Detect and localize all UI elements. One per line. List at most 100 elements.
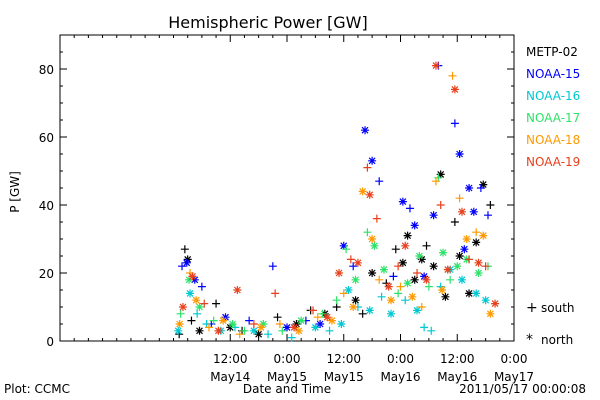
south-point — [309, 306, 318, 315]
south-point — [394, 262, 403, 271]
north-point — [429, 262, 438, 271]
x-tick-date-label: May16 — [380, 370, 420, 384]
north-point — [256, 323, 265, 332]
north-point — [221, 313, 230, 322]
north-point — [486, 309, 495, 318]
north-point — [398, 197, 407, 206]
data-points — [174, 61, 500, 342]
north-point — [190, 275, 199, 284]
north-point — [384, 282, 393, 291]
north-point — [457, 207, 466, 216]
south-point — [240, 326, 249, 335]
x-tick-date-label: May15 — [324, 370, 364, 384]
south-point — [339, 289, 348, 298]
y-axis-label: P [GW] — [8, 171, 22, 213]
south-point — [271, 289, 280, 298]
north-point — [408, 292, 417, 301]
plot-axes: 0 20 40 60 80 12:00 May14 0:00 May15 12:00 May15 0:… — [39, 34, 534, 384]
north-point — [370, 241, 379, 250]
south-point — [363, 163, 372, 172]
north-point — [297, 316, 306, 325]
north-point — [469, 207, 478, 216]
south-point — [313, 313, 322, 322]
south-point — [446, 275, 455, 284]
north-point — [403, 279, 412, 288]
north-point — [178, 303, 187, 311]
north-point — [316, 320, 325, 328]
north-point — [443, 265, 452, 274]
north-point — [195, 326, 204, 335]
south-point — [268, 262, 277, 271]
north-point — [337, 320, 346, 328]
north-point — [474, 258, 483, 267]
south-point — [483, 211, 492, 220]
north-point — [460, 245, 469, 254]
north-point — [188, 272, 197, 281]
south-point — [187, 316, 196, 325]
x-tick-time-label: 12:00 — [326, 352, 361, 366]
north-point — [183, 255, 192, 264]
north-marker-label: north — [541, 333, 573, 347]
north-point — [344, 286, 353, 294]
south-point — [427, 326, 436, 335]
north-point — [398, 258, 407, 267]
south-point — [346, 255, 355, 264]
legend-entry: NOAA-18 — [526, 133, 580, 147]
south-point — [417, 303, 426, 311]
south-point — [486, 201, 495, 209]
south-point — [264, 330, 273, 339]
south-point — [275, 320, 284, 328]
north-point — [453, 262, 462, 271]
x-tick-date-label: May17 — [494, 370, 534, 384]
south-point — [455, 194, 464, 203]
north-point — [361, 126, 370, 135]
north-point — [379, 265, 388, 274]
north-point — [365, 190, 374, 199]
south-point — [349, 262, 358, 271]
south-point — [472, 228, 481, 237]
north-point — [323, 313, 332, 322]
south-point — [394, 289, 403, 298]
south-point — [249, 320, 258, 328]
north-point — [358, 187, 367, 196]
north-point — [228, 320, 237, 328]
north-point — [349, 303, 358, 311]
x-tick-time-label: 12:00 — [440, 352, 475, 366]
south-point — [212, 299, 221, 308]
south-point — [413, 269, 422, 277]
x-axis-label: Date and Time — [243, 382, 331, 396]
plot-credit: Plot: CCMC — [4, 382, 70, 396]
north-point — [410, 275, 419, 284]
north-point — [481, 296, 490, 305]
south-point — [193, 309, 202, 318]
south-point — [363, 228, 372, 237]
y-tick-label: 80 — [39, 63, 54, 77]
north-point — [403, 231, 412, 240]
south-point — [476, 184, 485, 192]
north-point — [283, 323, 291, 332]
south-point — [204, 323, 213, 332]
south-point — [405, 204, 414, 213]
x-tick-time-label: 0:00 — [387, 352, 414, 366]
north-point — [335, 269, 344, 277]
marker-key: + south * north — [526, 300, 575, 348]
y-tick-label: 40 — [39, 199, 54, 213]
north-point — [417, 255, 426, 264]
north-point — [351, 275, 360, 284]
north-point — [387, 296, 396, 305]
plot-timestamp: 2011/05/17 00:00:08 — [459, 382, 586, 396]
x-tick-date-label: May15 — [267, 370, 307, 384]
legend-entry: NOAA-19 — [526, 155, 580, 169]
south-point — [318, 309, 327, 318]
north-point — [436, 170, 445, 179]
south-point — [178, 262, 187, 271]
south-marker-symbol: + — [526, 300, 538, 316]
south-point — [287, 333, 296, 342]
north-point — [365, 306, 374, 315]
north-point — [353, 258, 362, 267]
north-point — [186, 289, 195, 298]
south-point — [377, 292, 386, 301]
y-tick-label: 0 — [46, 335, 54, 349]
north-point — [195, 303, 204, 311]
